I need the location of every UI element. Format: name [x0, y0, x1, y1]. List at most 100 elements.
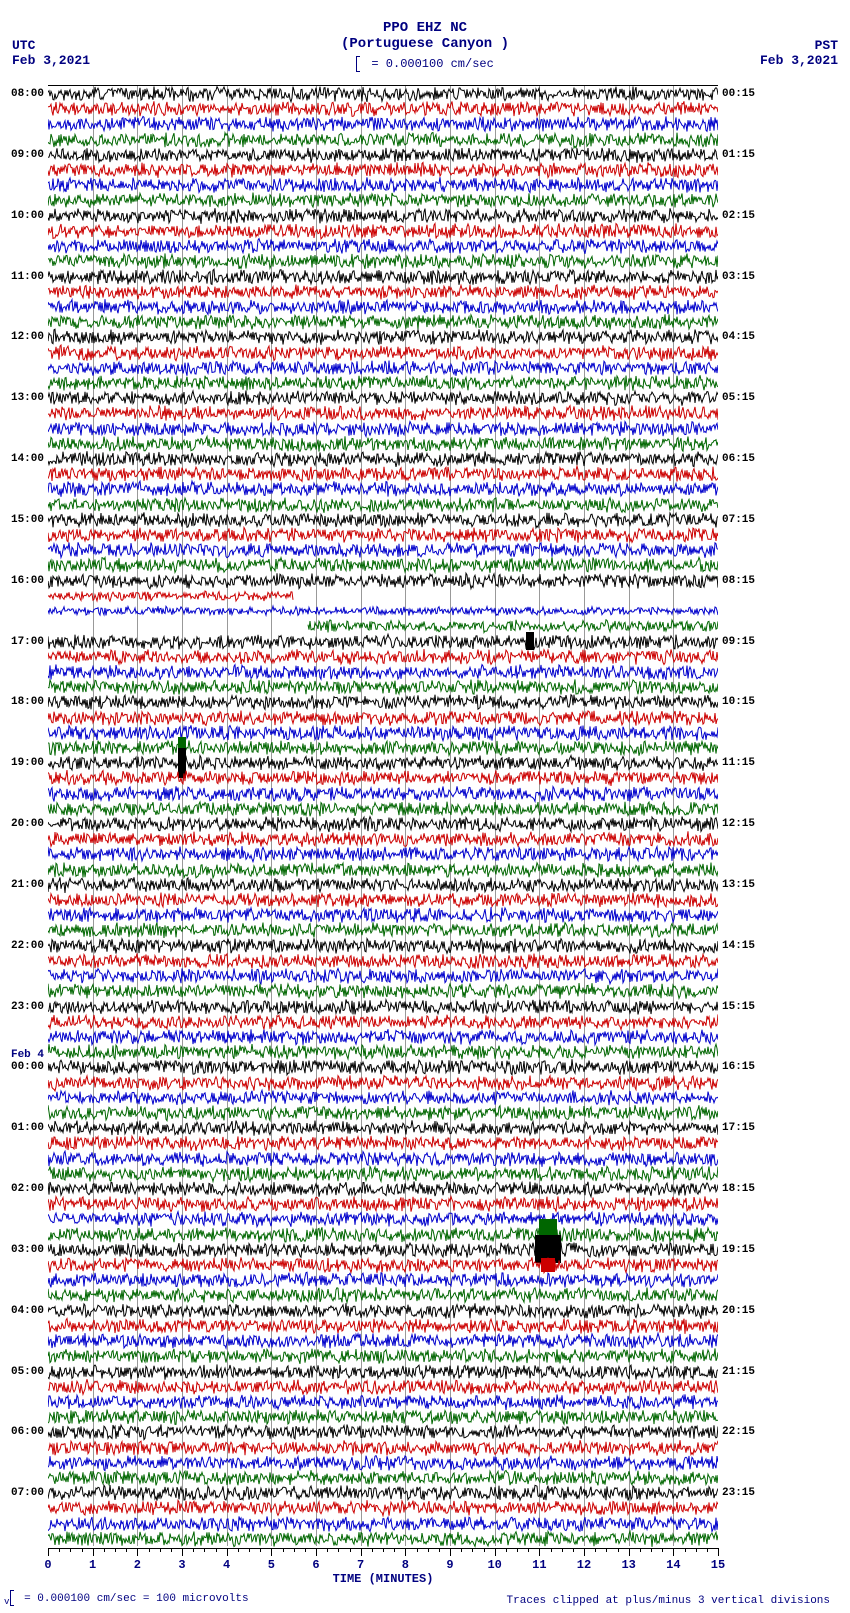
x-tick-minor [204, 1548, 205, 1552]
x-tick-minor [260, 1548, 261, 1552]
x-tick [48, 1548, 49, 1556]
x-tick-minor [70, 1548, 71, 1552]
date-change-label: Feb 4 [2, 1049, 44, 1061]
x-tick-label: 12 [577, 1558, 591, 1572]
x-tick-label: 11 [532, 1558, 546, 1572]
x-tick-label: 7 [357, 1558, 364, 1572]
header: PPO EHZ NC (Portuguese Canyon ) = 0.0001… [0, 20, 850, 72]
x-tick-minor [104, 1548, 105, 1552]
utc-time-label: 13:00 [6, 392, 44, 404]
x-tick-minor [338, 1548, 339, 1552]
x-tick-minor [573, 1548, 574, 1552]
x-tick-minor [417, 1548, 418, 1552]
pst-time-label: 17:15 [722, 1122, 760, 1134]
x-tick [316, 1548, 317, 1556]
scale-bar-icon [10, 1590, 14, 1606]
pst-time-label: 00:15 [722, 88, 760, 100]
x-tick-label: 4 [223, 1558, 230, 1572]
pst-time-label: 08:15 [722, 575, 760, 587]
pst-time-label: 13:15 [722, 879, 760, 891]
x-tick-label: 8 [402, 1558, 409, 1572]
utc-time-label: 21:00 [6, 879, 44, 891]
x-tick-minor [193, 1548, 194, 1552]
x-tick-label: 0 [44, 1558, 51, 1572]
x-tick-minor [383, 1548, 384, 1552]
pst-time-label: 20:15 [722, 1305, 760, 1317]
x-tick-minor [59, 1548, 60, 1552]
x-tick-minor [707, 1548, 708, 1552]
x-tick [718, 1548, 719, 1556]
x-tick-minor [294, 1548, 295, 1552]
x-tick [271, 1548, 272, 1556]
x-tick [361, 1548, 362, 1556]
utc-time-label: 01:00 [6, 1122, 44, 1134]
x-tick-minor [640, 1548, 641, 1552]
x-tick-minor [249, 1548, 250, 1552]
pst-time-label: 21:15 [722, 1366, 760, 1378]
utc-time-label: 20:00 [6, 818, 44, 830]
x-tick [182, 1548, 183, 1556]
x-tick-minor [528, 1548, 529, 1552]
utc-time-label: 17:00 [6, 636, 44, 648]
x-tick-label: 14 [666, 1558, 680, 1572]
pst-time-label: 07:15 [722, 514, 760, 526]
x-tick-minor [372, 1548, 373, 1552]
utc-time-label: 00:00 [6, 1061, 44, 1073]
footer-left: v = 0.000100 cm/sec = 100 microvolts [4, 1590, 249, 1607]
x-tick-minor [305, 1548, 306, 1552]
pst-time-label: 06:15 [722, 453, 760, 465]
utc-time-label: 23:00 [6, 1001, 44, 1013]
utc-time-label: 05:00 [6, 1366, 44, 1378]
x-tick [584, 1548, 585, 1556]
x-tick [629, 1548, 630, 1556]
x-tick-minor [238, 1548, 239, 1552]
utc-time-label: 15:00 [6, 514, 44, 526]
x-tick-label: 15 [711, 1558, 725, 1572]
pst-time-label: 18:15 [722, 1183, 760, 1195]
x-tick-minor [618, 1548, 619, 1552]
x-tick [495, 1548, 496, 1556]
pst-time-label: 11:15 [722, 757, 760, 769]
x-tick [137, 1548, 138, 1556]
x-tick-label: 9 [446, 1558, 453, 1572]
x-tick [673, 1548, 674, 1556]
x-tick-minor [82, 1548, 83, 1552]
x-tick [450, 1548, 451, 1556]
x-tick-minor [551, 1548, 552, 1552]
tz-right-date: Feb 3,2021 [760, 53, 838, 68]
seismogram-plot: 08:0000:1509:0001:1510:0002:1511:0003:15… [48, 85, 718, 1546]
x-tick-minor [506, 1548, 507, 1552]
x-tick-label: 6 [312, 1558, 319, 1572]
x-tick [405, 1548, 406, 1556]
utc-time-label: 14:00 [6, 453, 44, 465]
scale-bar-icon [356, 56, 360, 72]
x-tick-minor [149, 1548, 150, 1552]
location-title: (Portuguese Canyon ) [0, 36, 850, 52]
x-tick-minor [216, 1548, 217, 1552]
x-tick-minor [283, 1548, 284, 1552]
tz-left: UTC Feb 3,2021 [12, 38, 90, 68]
x-tick-label: 2 [134, 1558, 141, 1572]
pst-time-label: 09:15 [722, 636, 760, 648]
x-tick-minor [115, 1548, 116, 1552]
utc-time-label: 09:00 [6, 149, 44, 161]
pst-time-label: 19:15 [722, 1244, 760, 1256]
pst-time-label: 22:15 [722, 1426, 760, 1438]
x-axis-title: TIME (MINUTES) [48, 1572, 718, 1586]
tz-right: PST Feb 3,2021 [760, 38, 838, 68]
x-tick-minor [428, 1548, 429, 1552]
x-tick-minor [484, 1548, 485, 1552]
pst-time-label: 03:15 [722, 271, 760, 283]
x-tick-label: 3 [178, 1558, 185, 1572]
pst-time-label: 12:15 [722, 818, 760, 830]
x-tick-minor [517, 1548, 518, 1552]
x-tick-minor [595, 1548, 596, 1552]
x-tick-minor [394, 1548, 395, 1552]
pst-time-label: 10:15 [722, 696, 760, 708]
scale-indicator: = 0.000100 cm/sec [0, 56, 850, 72]
utc-time-label: 11:00 [6, 271, 44, 283]
pst-time-label: 14:15 [722, 940, 760, 952]
utc-time-label: 06:00 [6, 1426, 44, 1438]
x-tick-label: 13 [621, 1558, 635, 1572]
seismogram-container: PPO EHZ NC (Portuguese Canyon ) = 0.0001… [0, 0, 850, 1613]
